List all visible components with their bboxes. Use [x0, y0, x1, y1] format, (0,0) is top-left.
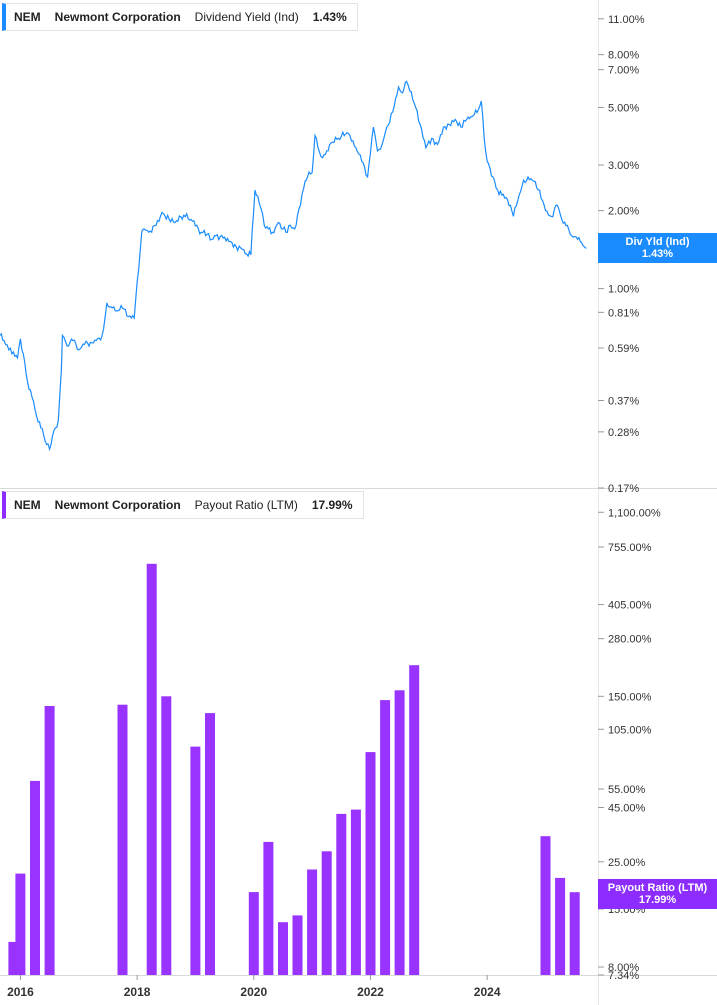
payout-ratio-bar — [409, 665, 420, 975]
y-tick-label: 405.00% — [608, 600, 652, 612]
payout-ratio-bar — [292, 915, 303, 975]
y-tick-label: 150.00% — [608, 691, 652, 703]
y-tick-label: 1.00% — [608, 284, 639, 296]
tag-value: 17.99% — [638, 894, 677, 906]
payout-ratio-bar — [278, 922, 288, 975]
y-tick-label: 0.81% — [608, 307, 639, 319]
legend-payout-ratio: NEM Newmont Corporation Payout Ratio (LT… — [2, 491, 364, 519]
legend-value: 1.43% — [312, 10, 347, 24]
payout-ratio-bar — [350, 809, 361, 975]
y-tick-label: 7.34% — [608, 970, 639, 982]
payout-ratio-bar — [540, 836, 551, 975]
payout-ratio-bar — [365, 752, 376, 975]
tag-label: Payout Ratio (LTM) — [607, 882, 708, 894]
y-tick-label: 0.37% — [608, 395, 639, 407]
y-tick-label: 25.00% — [608, 857, 646, 869]
y-tick-label: 45.00% — [608, 803, 646, 815]
tag-label: Div Yld (Ind) — [625, 236, 690, 248]
y-tick-label: 8.00% — [608, 50, 639, 62]
y-tick-label: 0.17% — [608, 483, 639, 495]
payout-ratio-bar — [146, 563, 157, 975]
payout-ratio-bar — [30, 780, 40, 975]
y-tick-label: 755.00% — [608, 542, 652, 554]
payout-ratio-bar — [569, 892, 580, 975]
legend-company: Newmont Corporation — [54, 498, 181, 512]
payout-ratio-bar — [8, 941, 19, 975]
x-tick-label: 2022 — [357, 985, 384, 999]
legend-ticker: NEM — [14, 498, 41, 512]
y-tick-label: 8.00% — [608, 962, 639, 974]
y-tick-label: 1,100.00% — [608, 507, 661, 519]
y-tick-label: 11.00% — [608, 14, 645, 26]
payout-ratio-bar — [321, 851, 332, 975]
x-tick-label: 2024 — [474, 985, 501, 999]
y-tick-label: 2.00% — [608, 206, 639, 218]
x-tick-label: 2016 — [7, 985, 34, 999]
legend-ticker: NEM — [14, 10, 41, 24]
y-tick-label: 5.00% — [608, 103, 639, 115]
y-tick-label: 0.28% — [608, 427, 639, 439]
payout-ratio-bar — [117, 704, 128, 975]
payout-ratio-bar — [44, 706, 55, 975]
legend-dividend-yield: NEM Newmont Corporation Dividend Yield (… — [2, 3, 358, 31]
dividend-yield-line — [0, 80, 587, 452]
payout-ratio-bar — [336, 813, 347, 975]
payout-ratio-bar — [205, 713, 215, 975]
tag-value: 1.43% — [641, 248, 674, 260]
payout-ratio-bar — [555, 877, 566, 975]
y-tick-label: 280.00% — [608, 634, 652, 646]
current-value-tag-dividend-yield: Div Yld (Ind) 1.43% — [598, 233, 717, 263]
payout-ratio-bar — [15, 873, 26, 975]
legend-value: 17.99% — [311, 498, 353, 512]
x-tick-label: 2018 — [124, 985, 151, 999]
y-tick-label: 0.59% — [608, 343, 639, 355]
payout-ratio-bar — [248, 892, 259, 975]
y-tick-label: 7.00% — [608, 65, 639, 77]
payout-ratio-bar — [380, 700, 391, 975]
legend-company: Newmont Corporation — [54, 10, 181, 24]
x-tick-label: 2020 — [240, 985, 267, 999]
current-value-tag-payout-ratio: Payout Ratio (LTM) 17.99% — [598, 879, 717, 909]
payout-ratio-bar — [307, 869, 318, 975]
payout-ratio-bar — [263, 841, 274, 975]
y-tick-label: 105.00% — [608, 724, 652, 736]
y-tick-label: 55.00% — [608, 784, 646, 796]
legend-metric: Payout Ratio (LTM) — [194, 498, 298, 512]
payout-ratio-bar — [190, 746, 201, 975]
payout-ratio-bar — [161, 696, 172, 975]
y-tick-label: 3.00% — [608, 160, 639, 172]
legend-metric: Dividend Yield (Ind) — [194, 10, 299, 24]
payout-ratio-bar — [394, 690, 405, 975]
